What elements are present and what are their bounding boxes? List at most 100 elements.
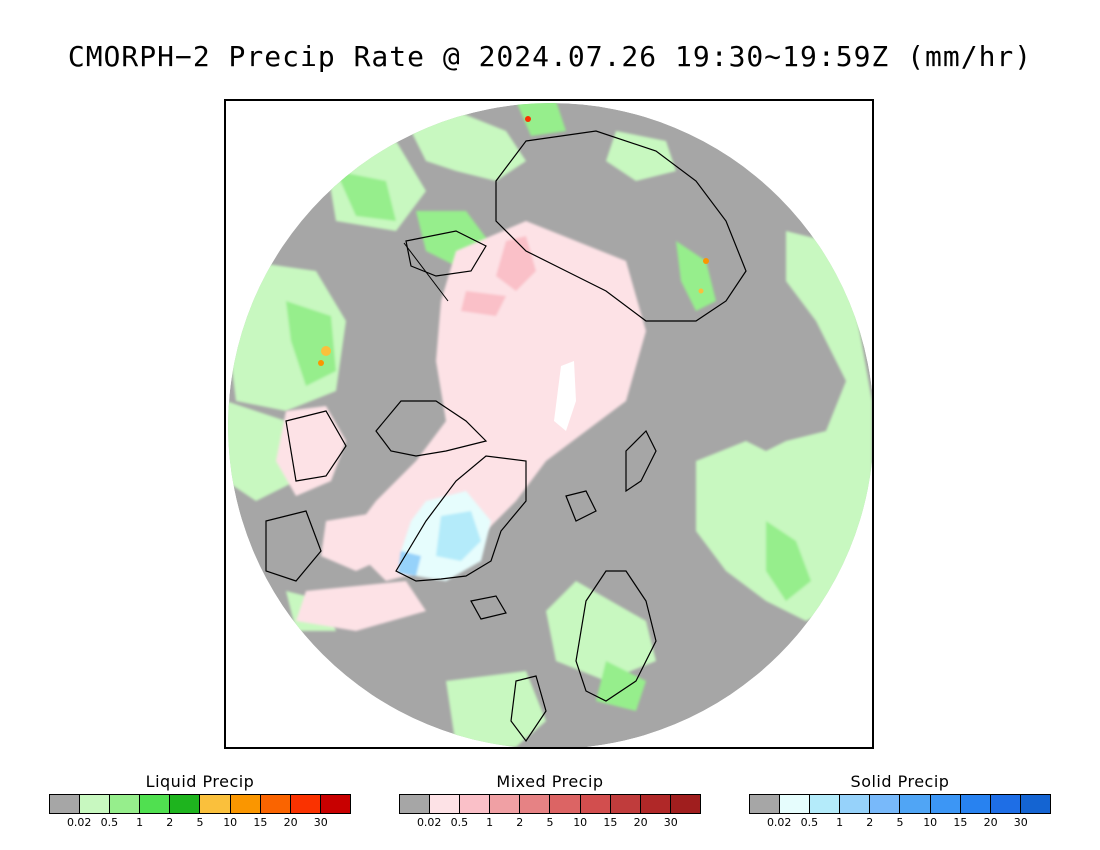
- legend-tick-label: 0.02: [66, 816, 92, 829]
- legend-ticks-liquid: 0.02 0.5 1 2 5 10 15 20 30: [49, 814, 351, 830]
- solid-precip-areas: [398, 491, 491, 581]
- legend-swatch: [490, 795, 521, 813]
- legend-swatch: [990, 795, 1021, 813]
- legend-tick-label: 0.02: [416, 816, 442, 829]
- boundary-line: [403, 242, 449, 302]
- legend-tick-label: 1: [136, 816, 144, 829]
- legend-swatch: [50, 795, 81, 813]
- legend-colorbar-liquid: [49, 794, 351, 814]
- legend-ticks-solid: 0.02 0.5 1 2 5 10 15 20 30: [749, 814, 1051, 830]
- legend-tick-label: 30: [1013, 816, 1028, 829]
- liquid-precip-area: [676, 241, 716, 311]
- legend-ticks-mixed: 0.02 0.5 1 2 5 10 15 20 30: [399, 814, 701, 830]
- legend-title-mixed: Mixed Precip: [496, 772, 604, 791]
- liquid-precip-area: [446, 671, 546, 747]
- coastline-iceland: [470, 595, 507, 620]
- legend-swatch: [260, 795, 291, 813]
- legend-tick-label: 2: [166, 816, 174, 829]
- coastline-scandinavia: [575, 570, 657, 702]
- heavy-cell: [525, 116, 531, 122]
- liquid-precip-area: [606, 131, 676, 181]
- polar-precip-map: [228, 103, 872, 747]
- liquid-precip-area: [516, 103, 566, 136]
- legend-tick-label: 5: [896, 816, 904, 829]
- legend-swatch: [520, 795, 551, 813]
- legend-swatch: [900, 795, 931, 813]
- pole-data-gap: [554, 361, 576, 431]
- liquid-precip-area: [596, 661, 646, 711]
- legend-swatch: [670, 795, 700, 813]
- legend-tick-label: 0.02: [766, 816, 792, 829]
- legend-swatch: [840, 795, 871, 813]
- coastline-uk: [510, 675, 547, 743]
- map-frame: [224, 99, 874, 749]
- mixed-precip-area: [496, 236, 536, 291]
- legend-title-liquid: Liquid Precip: [145, 772, 255, 791]
- heavy-precip-cells: [318, 116, 709, 366]
- legend-title-solid: Solid Precip: [850, 772, 950, 791]
- legend-tick-label: 10: [923, 816, 938, 829]
- coastline-siberia: [495, 130, 747, 322]
- legend-tick-label: 2: [516, 816, 524, 829]
- legend-swatch: [80, 795, 111, 813]
- legend-swatch: [930, 795, 961, 813]
- legend-tick-label: 20: [633, 816, 648, 829]
- legend-tick-label: 0.5: [100, 816, 119, 829]
- legend-tick-label: 20: [983, 816, 998, 829]
- legend-swatch: [1020, 795, 1050, 813]
- legend-solid: Solid Precip 0.02 0.5 1 2 5 10 15 20 30: [749, 772, 1051, 830]
- legend-mixed: Mixed Precip 0.02 0.5 1 2 5 10 15 20 30: [399, 772, 701, 830]
- legend-tick-label: 10: [573, 816, 588, 829]
- legend-swatch: [780, 795, 811, 813]
- legend-swatch: [290, 795, 321, 813]
- coastline-alaska: [405, 230, 487, 277]
- legend-tick-label: 2: [866, 816, 874, 829]
- legend-tick-label: 5: [196, 816, 204, 829]
- coastline-labrador: [265, 510, 322, 582]
- liquid-precip-area: [766, 521, 811, 601]
- mixed-precip-area: [276, 406, 346, 496]
- coastline-greenland: [395, 455, 527, 582]
- heavy-cell: [321, 346, 331, 356]
- legend-swatch: [960, 795, 991, 813]
- legend-tick-label: 5: [546, 816, 554, 829]
- legend-swatch: [610, 795, 641, 813]
- legend-swatch: [750, 795, 781, 813]
- legend-swatch: [810, 795, 841, 813]
- map-title: CMORPH−2 Precip Rate @ 2024.07.26 19:30∼…: [67, 40, 1033, 73]
- coastlines: [265, 130, 747, 743]
- mixed-precip-area: [461, 291, 506, 316]
- legend-swatch: [580, 795, 611, 813]
- mixed-precip-area: [296, 581, 426, 631]
- legend-liquid: Liquid Precip 0.02 0.5 1 2 5 10 15 20 30: [49, 772, 351, 830]
- liquid-precip-area: [286, 301, 336, 386]
- legend-tick-label: 0.5: [450, 816, 469, 829]
- legend-swatch: [110, 795, 141, 813]
- legend-swatch: [200, 795, 231, 813]
- legend-swatch: [320, 795, 350, 813]
- coastline-novaya-zemlya: [625, 429, 657, 493]
- legend-swatch: [640, 795, 671, 813]
- legend-swatch: [230, 795, 261, 813]
- coastline-canada-archipelago: [375, 400, 488, 457]
- legend-swatch: [460, 795, 491, 813]
- mixed-precip-area: [321, 511, 401, 571]
- legend-tick-label: 30: [313, 816, 328, 829]
- legend-tick-label: 20: [283, 816, 298, 829]
- heavy-cell: [698, 288, 704, 294]
- legend-tick-label: 10: [223, 816, 238, 829]
- legend-colorbar-solid: [749, 794, 1051, 814]
- heavy-cell: [318, 360, 324, 366]
- legend-tick-label: 1: [836, 816, 844, 829]
- liquid-precip-area: [336, 171, 396, 221]
- legend-swatch: [400, 795, 431, 813]
- heavy-cell: [703, 258, 709, 264]
- liquid-precip-area: [228, 401, 296, 501]
- solid-precip-area: [436, 511, 481, 561]
- legend-tick-label: 15: [953, 816, 968, 829]
- legend-swatch: [140, 795, 171, 813]
- coastline-svalbard: [565, 490, 597, 522]
- legend-tick-label: 15: [253, 816, 268, 829]
- legend-tick-label: 30: [663, 816, 678, 829]
- legend-colorbar-mixed: [399, 794, 701, 814]
